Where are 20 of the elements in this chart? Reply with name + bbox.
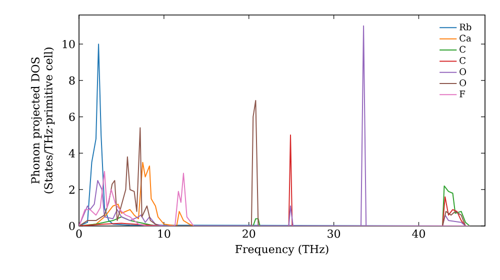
x-axis-title: Frequency (THz) bbox=[235, 244, 328, 256]
y-tick-label: 10 bbox=[62, 40, 75, 48]
legend-label: C bbox=[460, 46, 466, 53]
legend-label: C bbox=[460, 57, 466, 64]
legend-label: Ca bbox=[460, 34, 472, 42]
y-tick-label: 4 bbox=[68, 149, 75, 158]
x-tick-label: 40 bbox=[412, 230, 426, 238]
legend-label: O bbox=[460, 68, 466, 76]
legend-label: Rb bbox=[460, 23, 472, 30]
x-tick-label: 20 bbox=[242, 230, 256, 238]
x-tick-label: 0 bbox=[76, 230, 82, 238]
y-tick-label: 2 bbox=[69, 186, 74, 194]
y-tick-label: 8 bbox=[69, 76, 75, 85]
y-tick-label: 6 bbox=[69, 112, 75, 122]
y-axis-title: Phonon projected DOS (States/THz·primitive cell) bbox=[30, 48, 55, 194]
legend-label: O bbox=[460, 79, 466, 86]
y-tick-label: 0 bbox=[69, 222, 75, 230]
legend-label: F bbox=[460, 90, 466, 98]
x-tick-label: 30 bbox=[328, 230, 340, 238]
x-tick-label: 10 bbox=[158, 230, 170, 238]
